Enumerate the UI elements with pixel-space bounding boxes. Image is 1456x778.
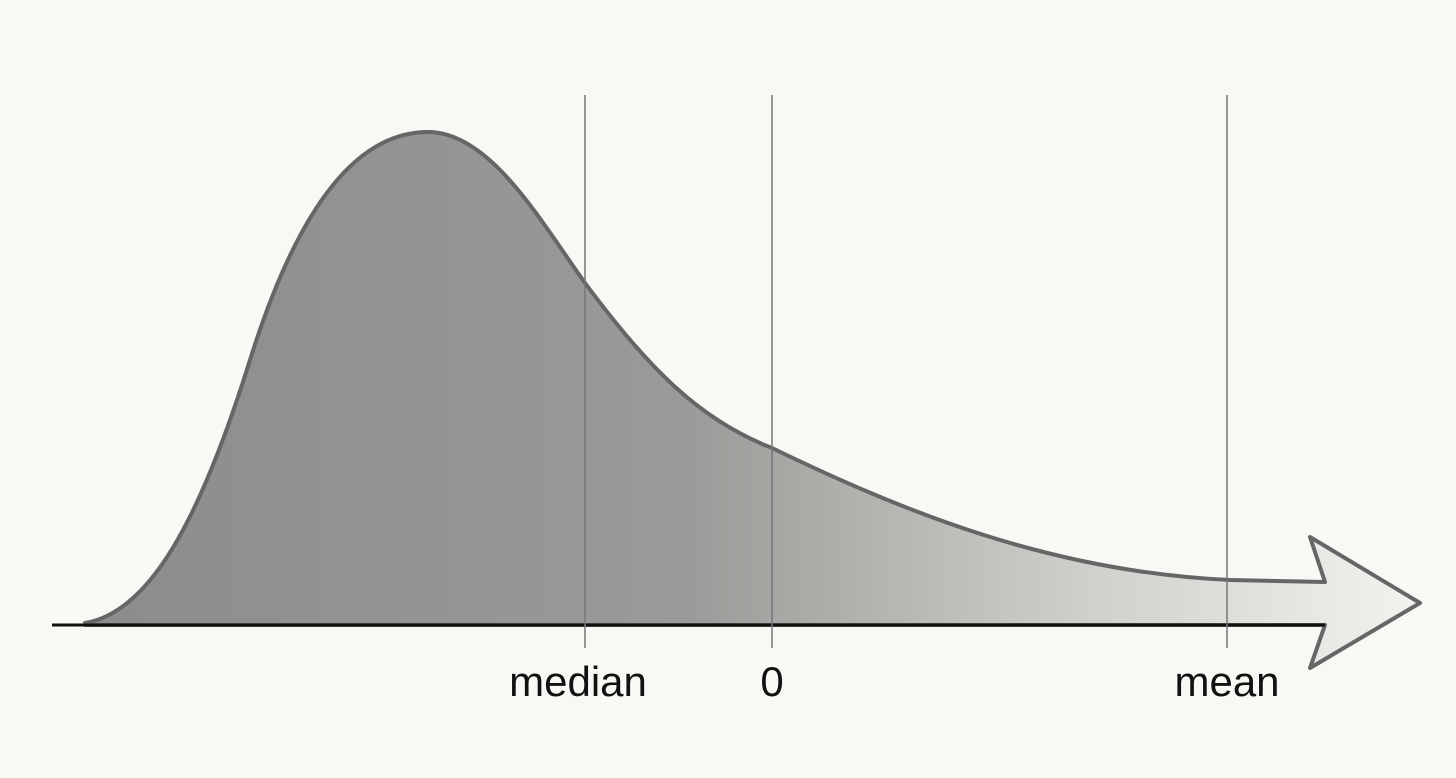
zero-label: 0 [760,658,783,705]
mean-label: mean [1174,658,1279,705]
distribution-arrow [83,130,1422,670]
median-label: median [509,658,647,705]
